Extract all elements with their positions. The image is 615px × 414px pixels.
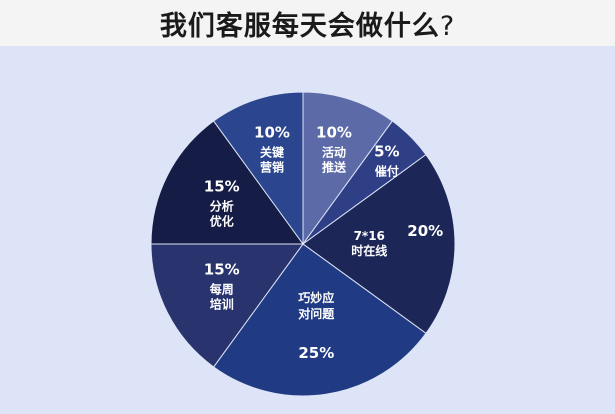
slice-name: 时在线 [351, 243, 387, 258]
pie-labels: 10%活动推送5%催付7*16时在线20%巧妙应对问题25%15%每周培训15%… [204, 124, 443, 362]
chart-title-suffix: ? [439, 10, 456, 42]
pie-slice [302, 91, 394, 246]
slice-name: 活动 [322, 145, 346, 160]
slice-name: 7*16 [354, 229, 385, 243]
slice-name: 催付 [375, 164, 399, 179]
slice-value: 10% [254, 124, 290, 142]
slice-name: 关键 [260, 145, 284, 160]
title-bar: 我们客服每天会做什么? [0, 0, 615, 46]
slice-name: 每周 [210, 281, 234, 296]
slice-value: 15% [204, 178, 240, 196]
pie-slice [302, 153, 456, 335]
slice-name: 分析 [210, 199, 234, 214]
slice-name: 推送 [322, 160, 347, 175]
pie-slices [150, 91, 456, 397]
slice-name: 对问题 [298, 306, 335, 321]
slice-name: 培训 [210, 296, 234, 311]
slice-value: 25% [298, 344, 334, 362]
slice-value: 20% [407, 222, 443, 240]
slice-label: 5% 催付 [374, 143, 399, 179]
pie-slice [212, 243, 427, 397]
chart-title-text: 我们客服每天会做什么 [159, 10, 440, 42]
pie-slice [212, 91, 304, 246]
slice-value: 15% [204, 260, 240, 278]
chart-title: 我们客服每天会做什么? [160, 4, 455, 43]
slice-name: 巧妙应 [298, 290, 334, 305]
slice-value: 5% [374, 143, 399, 161]
slice-value: 10% [316, 124, 352, 142]
pie-slice [150, 120, 304, 245]
slice-name: 优化 [210, 214, 234, 229]
slice-name: 营销 [260, 160, 284, 175]
pie-slice [150, 243, 304, 368]
